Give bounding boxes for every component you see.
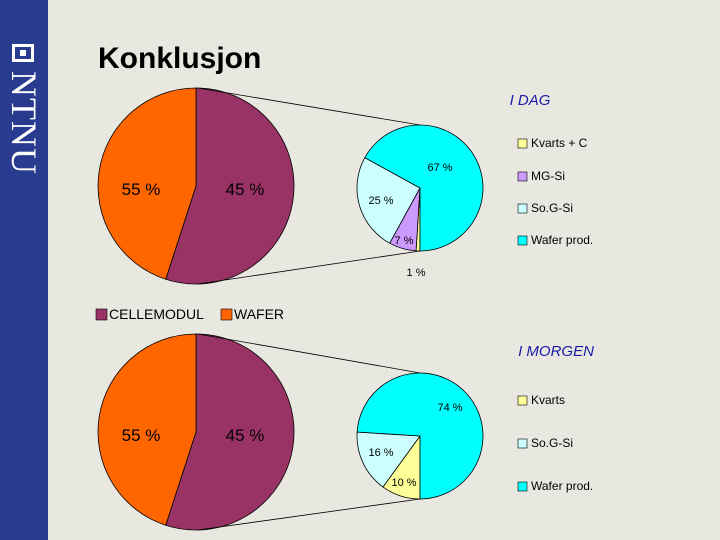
bottom-legend-label: Kvarts (531, 393, 565, 407)
top-legend-swatch (517, 138, 528, 149)
bottom-legend-label: Wafer prod. (531, 479, 593, 493)
bottom-big-pie-slice-wafer (97, 333, 197, 526)
bottom-small-pie-slice-wafer-prod (356, 372, 484, 500)
top-small-pie-slice-wafer-prod (364, 124, 484, 252)
bottom-legend-swatch (517, 481, 528, 492)
top-legend-swatch (517, 235, 528, 246)
bottom-legend-swatch (517, 395, 528, 406)
top-legend-swatch (517, 203, 528, 214)
top-connector-line (197, 87, 421, 126)
bottom-legend-label: So.G-Si (531, 436, 573, 450)
cellemodul-legend-swatch (95, 308, 108, 321)
top-small-pie-label-kvarts-c: 1 % (407, 267, 426, 279)
ntnu-logo-icon (12, 44, 34, 62)
bottom-small-pie-label-kvarts: 10 % (391, 477, 416, 489)
top-legend-label: Wafer prod. (531, 233, 593, 247)
bottom-big-pie-label-cellemodul: 55 % (122, 426, 161, 445)
bottom-small-pie-title: I MORGEN (518, 343, 594, 360)
bottom-big-pie-label-wafer: 45 % (226, 426, 265, 445)
wafer-legend-swatch (220, 308, 233, 321)
slide-title: Konklusjon (98, 42, 262, 75)
page-number: 23 (8, 503, 22, 517)
sidebar: NTNU 23 (0, 0, 48, 540)
top-small-pie-title: I DAG (510, 92, 551, 109)
bottom-legend-swatch (517, 438, 528, 449)
top-small-pie-label-wafer-prod: 67 % (427, 162, 452, 174)
bottom-small-pie-label-wafer-prod: 74 % (437, 402, 462, 414)
top-small-pie-label-mg-si: 7 % (395, 235, 414, 247)
top-connector-line (197, 250, 421, 285)
top-big-pie-label-wafer: 45 % (226, 180, 265, 199)
top-legend-label: MG-Si (531, 169, 565, 183)
wafer-legend-label: WAFER (234, 306, 284, 322)
bottom-connector-line (197, 498, 421, 531)
top-big-pie-label-cellemodul: 55 % (122, 180, 161, 199)
top-big-pie-slice-cellemodul (165, 87, 295, 285)
top-legend-label: Kvarts + C (531, 136, 588, 150)
bottom-big-pie-slice-cellemodul (165, 333, 295, 531)
bottom-connector-line (197, 333, 421, 374)
bottom-small-pie-slice-so-g-si (356, 431, 421, 488)
top-small-pie-label-soc-si: 25 % (368, 195, 393, 207)
top-legend-label: So.G-Si (531, 201, 573, 215)
cellemodul-legend-label: CELLEMODUL (109, 306, 204, 322)
top-big-pie-slice-wafer (97, 87, 197, 280)
bottom-small-pie-label-soc-si: 16 % (368, 447, 393, 459)
top-small-pie-slice-so-g-si (356, 157, 421, 244)
top-legend-swatch (517, 171, 528, 182)
